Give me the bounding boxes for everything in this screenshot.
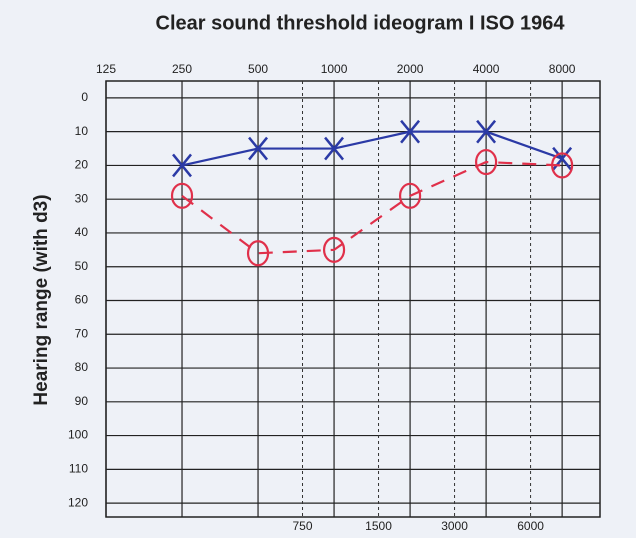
y-tick-label: 90: [75, 394, 89, 408]
y-axis-label: Hearing range (with d3): [31, 194, 52, 405]
y-tick-label: 80: [75, 360, 89, 374]
x-tick-label: 1000: [321, 62, 348, 76]
x-tick-label-secondary: 6000: [517, 519, 544, 533]
x-tick-label: 125: [96, 62, 116, 76]
x-tick-label: 2000: [397, 62, 424, 76]
x-tick-label: 4000: [473, 62, 500, 76]
x-tick-label-secondary: 750: [292, 519, 312, 533]
x-tick-label: 250: [172, 62, 192, 76]
y-tick-label: 40: [75, 225, 89, 239]
y-tick-label: 10: [75, 124, 89, 138]
chart: Clear sound threshold ideogram I ISO 196…: [0, 0, 636, 538]
x-tick-label-secondary: 3000: [441, 519, 468, 533]
x-tick-label: 500: [248, 62, 268, 76]
y-tick-label: 20: [75, 158, 89, 172]
chart-title: Clear sound threshold ideogram I ISO 196…: [156, 12, 566, 34]
y-tick-label: 0: [81, 90, 88, 104]
y-tick-label: 70: [75, 326, 89, 340]
y-tick-label: 110: [69, 462, 88, 476]
y-tick-label: 120: [68, 495, 88, 509]
y-tick-label: 100: [68, 428, 88, 442]
y-tick-label: 30: [75, 191, 89, 205]
y-tick-label: 50: [75, 259, 89, 273]
y-tick-label: 60: [75, 293, 89, 307]
x-tick-label-secondary: 1500: [365, 519, 392, 533]
x-tick-label: 8000: [549, 62, 576, 76]
